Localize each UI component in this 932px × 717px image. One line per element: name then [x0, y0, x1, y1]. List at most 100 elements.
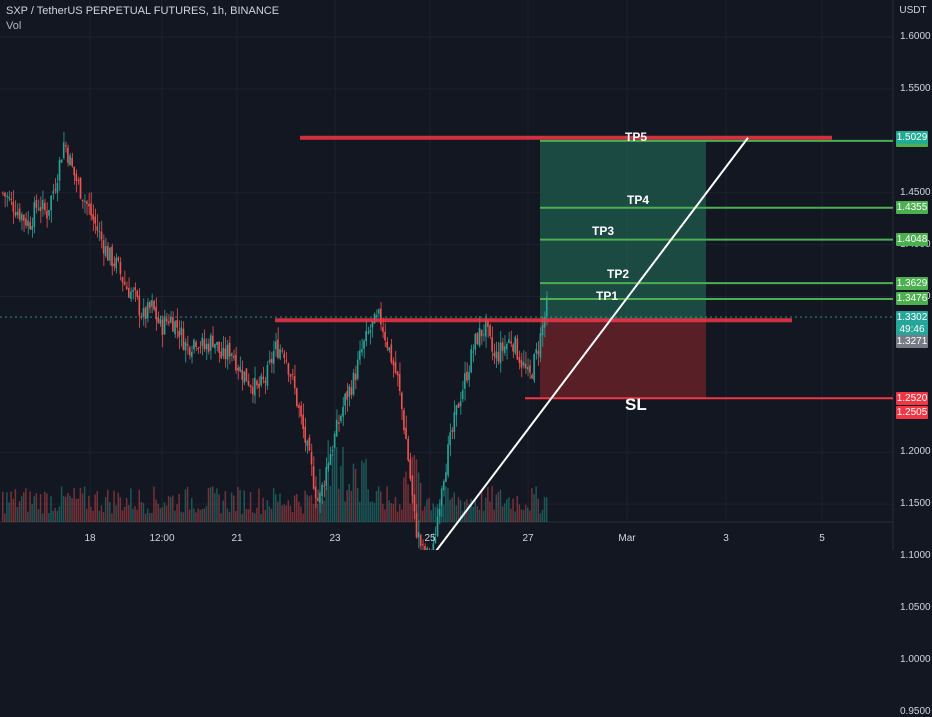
candle-body: [388, 347, 390, 351]
candle-body: [218, 341, 220, 353]
price-chart[interactable]: [0, 0, 932, 550]
volume-bar: [524, 504, 527, 522]
volume-bar: [350, 490, 353, 522]
x-tick-label: 5: [819, 533, 825, 544]
candle-body: [224, 348, 227, 360]
candle-body: [331, 450, 334, 452]
candle-body: [384, 331, 386, 341]
volume-bar: [508, 497, 510, 522]
candle-body: [92, 214, 94, 220]
candle-body: [422, 544, 424, 546]
volume-bar: [266, 500, 269, 522]
volume-bar: [249, 492, 252, 522]
candle-body: [107, 245, 109, 261]
volume-bar: [29, 491, 31, 522]
volume-bar: [260, 513, 262, 522]
volume-bar: [136, 509, 138, 522]
candle-body: [319, 493, 321, 503]
candle-body: [344, 393, 346, 406]
candle-body: [60, 160, 63, 163]
volume-bar: [14, 489, 17, 522]
candle-body: [436, 516, 439, 537]
volume-bar: [426, 499, 428, 522]
candle-body: [37, 208, 40, 210]
candle-body: [270, 358, 273, 363]
candle-body: [104, 246, 107, 256]
volume-bar: [323, 500, 325, 522]
candle-body: [41, 199, 44, 209]
candle-body: [65, 145, 67, 147]
volume-bar: [352, 463, 355, 522]
candle-body: [302, 414, 304, 430]
volume-bar: [90, 506, 92, 522]
volume-bar: [354, 468, 357, 522]
volume-bar: [401, 509, 403, 522]
volume-bar: [264, 509, 266, 522]
candle-body: [23, 215, 25, 221]
volume-bar: [121, 510, 124, 522]
candle-body: [86, 201, 88, 205]
volume-bar: [445, 486, 447, 522]
candle-body: [514, 336, 516, 353]
candle-body: [466, 371, 468, 381]
volume-bar: [277, 501, 279, 522]
candle-body: [20, 214, 23, 221]
volume-bar: [291, 512, 294, 522]
volume-bar: [335, 447, 338, 522]
volume-bar: [209, 487, 212, 522]
volume-bar: [35, 493, 38, 522]
candle-body: [489, 325, 491, 336]
volume-bar: [37, 509, 40, 522]
candle-body: [342, 406, 344, 417]
candle-body: [117, 257, 120, 261]
candle-body: [524, 363, 527, 369]
candle-body: [380, 308, 382, 325]
candle-body: [25, 218, 27, 226]
volume-bar: [529, 510, 531, 522]
volume-bar: [6, 492, 8, 522]
candle-body: [81, 199, 84, 202]
volume-bar: [174, 510, 176, 522]
volume-bar: [2, 491, 4, 522]
volume-bar: [531, 488, 533, 522]
volume-bar: [71, 497, 73, 522]
volume-bar: [405, 471, 407, 522]
volume-bar: [409, 503, 411, 522]
volume-bar: [306, 494, 308, 522]
volume-bar: [167, 496, 170, 522]
candle-body: [533, 354, 535, 381]
volume-bar: [4, 513, 6, 522]
candle-body: [447, 444, 449, 476]
volume-bar: [485, 497, 487, 522]
price-badge: 1.3629: [896, 276, 928, 290]
candle-body: [170, 317, 172, 323]
candle-body: [31, 225, 33, 230]
candle-body: [12, 201, 15, 212]
volume-bar: [128, 505, 130, 522]
volume-bar: [487, 487, 489, 522]
candle-body: [529, 365, 531, 373]
volume-bar: [184, 489, 187, 522]
price-badge: 49:46: [896, 323, 928, 337]
candle-body: [281, 350, 283, 352]
candle-body: [132, 290, 134, 292]
candle-body: [356, 359, 359, 379]
volume-bar: [201, 509, 203, 522]
volume-bar: [285, 505, 287, 522]
candle-body: [411, 476, 414, 496]
candle-body: [212, 335, 214, 347]
candle-body: [100, 231, 103, 240]
candle-body: [29, 222, 31, 230]
x-tick-label: 3: [723, 533, 729, 544]
volume-bar: [62, 495, 65, 522]
volume-bar: [346, 489, 348, 522]
candle-body: [178, 330, 180, 337]
volume-bar: [23, 492, 25, 522]
volume-bar: [377, 486, 380, 522]
candle-body: [241, 369, 243, 380]
volume-bar: [535, 486, 537, 522]
candle-body: [464, 373, 466, 389]
candle-body: [102, 240, 105, 254]
candle-body: [409, 459, 411, 479]
volume-bar: [132, 508, 134, 522]
